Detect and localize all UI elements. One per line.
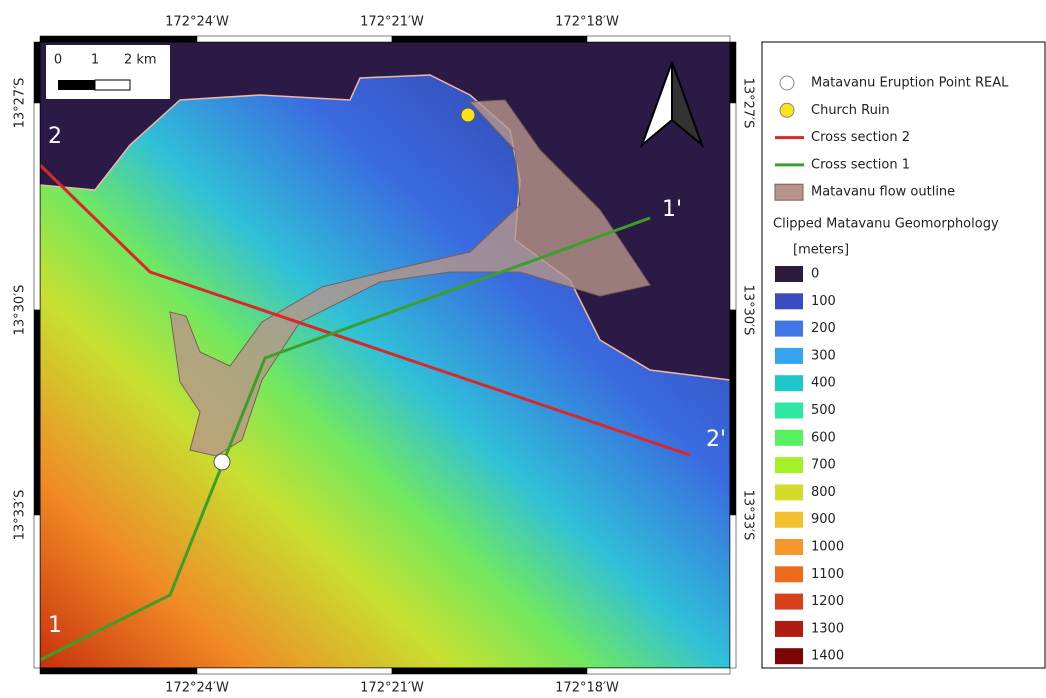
legend-class-label: 1000 <box>811 540 844 555</box>
legend-class-swatch <box>775 348 803 364</box>
section-label: 2 <box>48 124 62 149</box>
legend-class-label: 300 <box>811 348 836 363</box>
frame-band <box>197 36 392 42</box>
legend-class-swatch <box>775 403 803 419</box>
section-label: 2' <box>706 427 726 452</box>
frame-band <box>197 668 392 674</box>
eruption-point <box>214 454 230 470</box>
lon-label: 172°21′W <box>360 15 424 30</box>
lon-label: 172°21′W <box>360 681 424 696</box>
legend-class-label: 600 <box>811 430 836 445</box>
frame-band <box>34 103 40 310</box>
legend-class-label: 1200 <box>811 594 844 609</box>
legend-class-label: 200 <box>811 321 836 336</box>
lat-label: 13°30′S <box>741 285 756 336</box>
legend-class-swatch <box>775 539 803 555</box>
legend-label: Matavanu Eruption Point REAL <box>811 76 1009 91</box>
scale-label: 2 km <box>124 53 157 68</box>
lat-label: 13°27′S <box>13 78 28 129</box>
frame-band <box>34 310 40 515</box>
frame-band <box>40 36 197 42</box>
legend-class-label: 1100 <box>811 567 844 582</box>
legend-class-label: 500 <box>811 403 836 418</box>
frame-band <box>40 668 197 674</box>
legend-class-label: 900 <box>811 512 836 527</box>
legend-class-label: 400 <box>811 376 836 391</box>
legend-label: Matavanu flow outline <box>811 185 955 200</box>
frame-band <box>730 103 736 310</box>
legend-raster-title: Clipped Matavanu Geomorphology <box>773 217 999 232</box>
frame-band <box>587 36 730 42</box>
frame-band <box>34 515 40 668</box>
lat-label: 13°33′S <box>13 490 28 541</box>
legend-class-swatch <box>775 430 803 446</box>
frame-band <box>730 515 736 668</box>
legend-class-swatch <box>775 266 803 282</box>
legend-symbol <box>780 103 794 117</box>
church-ruin <box>461 108 475 122</box>
lon-label: 172°24′W <box>165 15 229 30</box>
scale-label: 1 <box>91 53 99 68</box>
legend-class-swatch <box>775 375 803 391</box>
legend-class-swatch <box>775 293 803 309</box>
lat-label: 13°33′S <box>741 490 756 541</box>
frame-band <box>392 36 587 42</box>
legend-class-swatch <box>775 566 803 582</box>
scale-label: 0 <box>54 53 62 68</box>
map-body <box>40 42 730 668</box>
frame-band <box>730 310 736 515</box>
frame-band <box>587 668 730 674</box>
legend-class-swatch <box>775 621 803 637</box>
legend-class-swatch <box>775 594 803 610</box>
scale-bar-black <box>58 80 95 90</box>
legend-raster-unit: [meters] <box>793 243 849 258</box>
frame-band <box>730 42 736 103</box>
legend-class-swatch <box>775 484 803 500</box>
lat-label: 13°30′S <box>13 285 28 336</box>
lon-label: 172°18′W <box>555 15 619 30</box>
legend-class-swatch <box>775 648 803 664</box>
legend-class-label: 1400 <box>811 649 844 664</box>
legend-class-label: 800 <box>811 485 836 500</box>
legend-class-label: 700 <box>811 458 836 473</box>
scale-bar-white <box>95 80 130 90</box>
lon-label: 172°24′W <box>165 681 229 696</box>
section-label: 1' <box>662 197 682 222</box>
legend-label: Cross section 1 <box>811 157 910 172</box>
legend-symbol <box>775 184 803 200</box>
legend-label: Church Ruin <box>811 103 890 118</box>
legend-class-label: 0 <box>811 267 819 282</box>
section-label: 1 <box>48 613 62 638</box>
legend-class-swatch <box>775 512 803 528</box>
legend-symbol <box>780 76 794 90</box>
legend-label: Cross section 2 <box>811 130 910 145</box>
legend-class-swatch <box>775 457 803 473</box>
legend-class-label: 1300 <box>811 621 844 636</box>
legend-class-label: 100 <box>811 294 836 309</box>
map-figure: 172°24′W 172°24′W 172°21′W 172°21′W 172°18′W… <box>0 0 1046 698</box>
frame-band <box>34 42 40 103</box>
frame-band <box>392 668 587 674</box>
lat-label: 13°27′S <box>741 78 756 129</box>
lon-label: 172°18′W <box>555 681 619 696</box>
legend-class-swatch <box>775 321 803 337</box>
